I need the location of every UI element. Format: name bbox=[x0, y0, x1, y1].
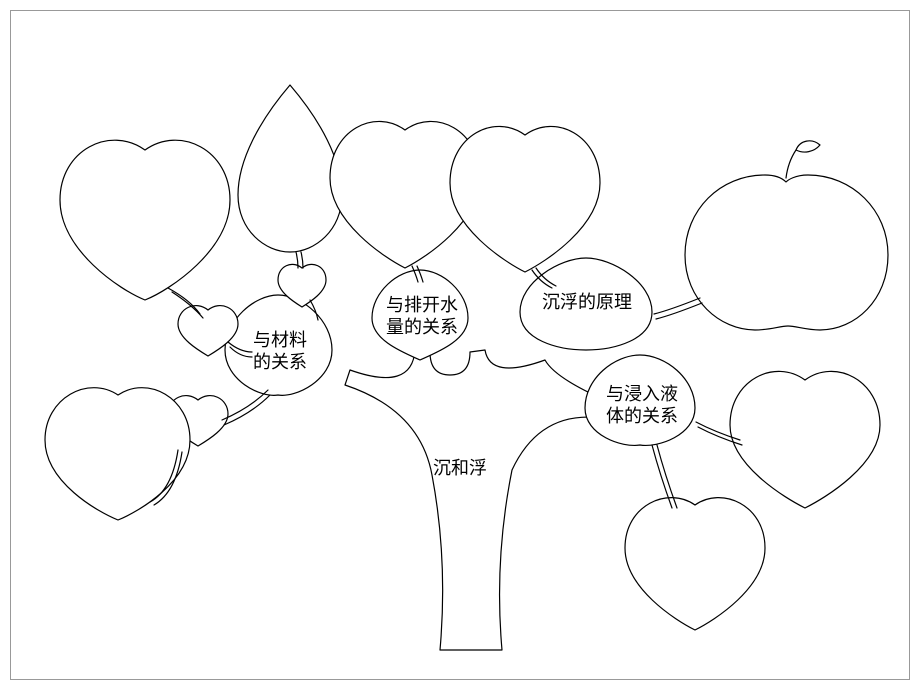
diagram-frame: 沉和浮 与材料的关系 与排开水量的关系 沉浮的原理 与浸入液体的关系 bbox=[0, 0, 920, 690]
inner-border bbox=[10, 10, 910, 680]
